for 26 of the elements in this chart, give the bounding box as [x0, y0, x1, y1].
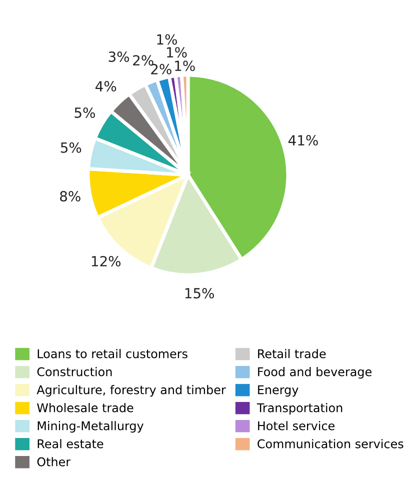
legend-label: Energy	[258, 385, 298, 397]
data-label: 15%	[185, 288, 214, 298]
legend-label: Retail trade	[258, 349, 326, 358]
legend-label: Loans to retail customers	[38, 349, 188, 358]
data-label: 3%	[108, 51, 130, 62]
data-label: 1%	[175, 60, 195, 72]
data-label: 2%	[151, 64, 172, 74]
legend-label: Food and beverage	[258, 367, 372, 379]
legend-label: Wholesale trade	[37, 403, 134, 412]
legend-label: Communication services	[258, 439, 404, 448]
data-label: 1%	[167, 47, 187, 58]
data-label: 8%	[60, 191, 80, 202]
legend-label: Other	[37, 457, 71, 466]
data-label: 5%	[60, 142, 82, 153]
data-label: 5%	[74, 107, 95, 118]
data-label: 41%	[288, 135, 318, 146]
legend-label: Mining-Metallurgy	[38, 421, 144, 433]
legend-label: Construction	[37, 367, 112, 376]
data-label: 1%	[157, 34, 177, 45]
legend-label: Real estate	[38, 439, 104, 448]
legend-label: Hotel service	[258, 421, 334, 430]
data-label: 12%	[92, 256, 121, 267]
legend-label: Agriculture, forestry and timber	[36, 385, 226, 397]
legend-label: Transportation	[256, 403, 342, 415]
data-label: 4%	[96, 81, 116, 92]
data-label: 2%	[133, 55, 154, 66]
